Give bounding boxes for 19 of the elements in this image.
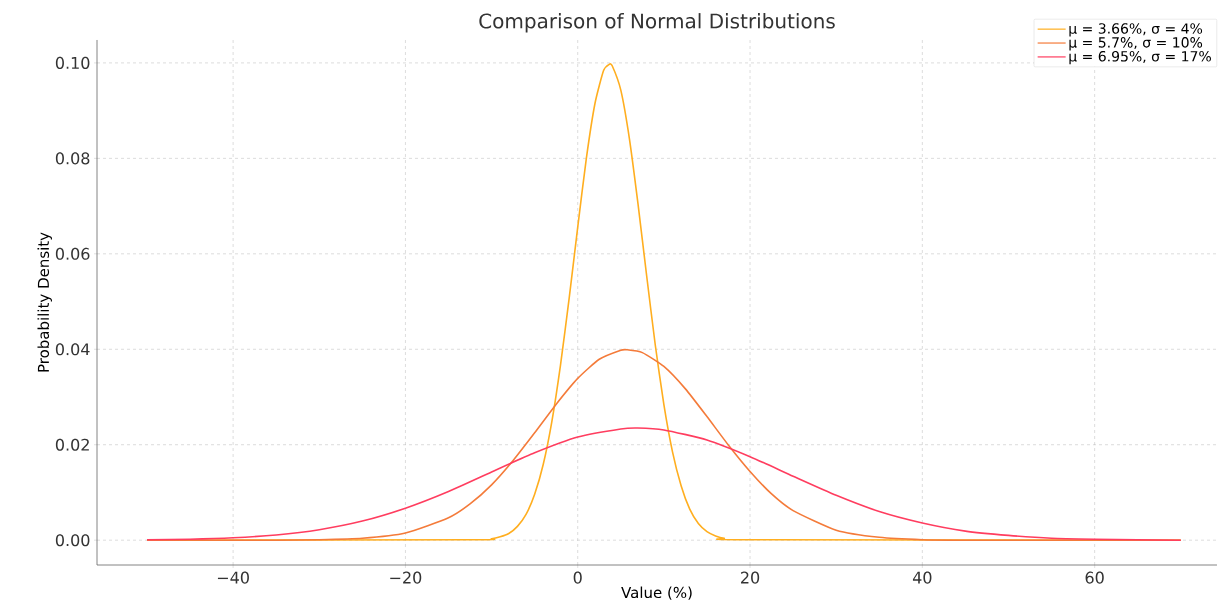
x-tick-label: 20 (741, 571, 760, 584)
x-tick-label: 0 (573, 571, 582, 584)
y-tick-label: 0.10 (55, 56, 90, 69)
y-tick-label: 0.08 (55, 152, 90, 165)
legend-label: μ = 6.95%, σ = 17% (1069, 50, 1211, 65)
y-tick-label: 0.02 (55, 438, 89, 451)
y-axis-title: Probability Density (37, 232, 52, 372)
legend-label: μ = 5.7%, σ = 10% (1069, 37, 1203, 51)
x-tick-label: −40 (217, 571, 249, 584)
x-tick-label: −20 (390, 571, 422, 584)
x-tick-label: 60 (1085, 571, 1104, 584)
line-series (146, 427, 1182, 541)
x-axis-title: Value (%) (621, 586, 692, 600)
y-tick-label: 0.00 (55, 534, 90, 547)
chart-title: Comparison of Normal Distributions (479, 13, 835, 33)
legend-label: μ = 3.66%, σ = 4% (1069, 23, 1203, 37)
x-tick-label: 40 (912, 571, 932, 584)
y-tick-label: 0.06 (55, 247, 90, 260)
y-tick-label: 0.04 (55, 343, 90, 356)
